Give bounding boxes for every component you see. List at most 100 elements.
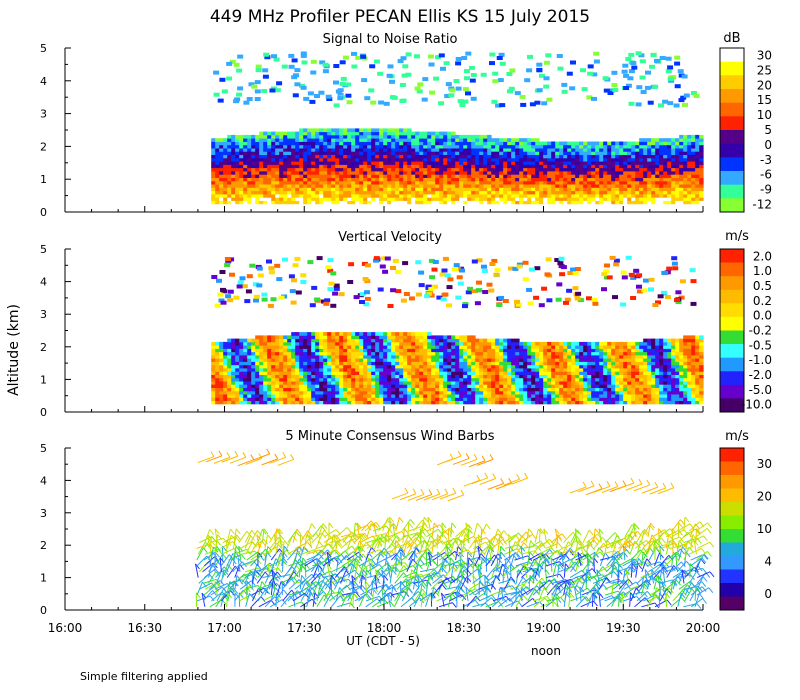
heatmap-cell xyxy=(299,154,304,159)
heatmap-cell xyxy=(495,190,500,195)
heatmap-cell xyxy=(435,335,440,340)
heatmap-cell xyxy=(343,157,348,162)
heatmap-cell xyxy=(467,374,472,379)
heatmap-cell xyxy=(439,371,444,375)
heatmap-cell xyxy=(427,180,432,185)
heatmap-cell xyxy=(219,345,224,349)
heatmap-cell xyxy=(391,200,396,205)
heatmap-cell xyxy=(571,371,576,375)
heatmap-cell xyxy=(403,177,408,182)
heatmap-cell xyxy=(499,341,504,346)
heatmap-cell xyxy=(459,368,464,372)
heatmap-cell xyxy=(219,364,224,369)
heatmap-cell xyxy=(543,190,548,195)
heatmap-cell xyxy=(311,368,316,372)
heatmap-cell xyxy=(503,377,508,382)
heatmap-cell xyxy=(619,164,624,169)
heatmap-cell xyxy=(267,177,272,182)
heatmap-cell xyxy=(527,371,532,375)
heatmap-cell xyxy=(443,171,448,175)
heatmap-cell xyxy=(239,348,244,353)
heatmap-cell xyxy=(363,384,368,388)
heatmap-cell xyxy=(531,381,536,385)
heatmap-cell xyxy=(364,96,371,101)
heatmap-cell xyxy=(311,171,316,175)
heatmap-cell xyxy=(538,73,545,78)
heatmap-cell xyxy=(371,128,376,133)
heatmap-cell xyxy=(523,180,528,185)
heatmap-cell xyxy=(639,184,644,188)
heatmap-cell xyxy=(511,154,516,159)
heatmap-cell xyxy=(243,364,248,369)
heatmap-cell xyxy=(487,361,492,366)
heatmap-cell xyxy=(231,197,236,201)
heatmap-cell xyxy=(539,197,544,201)
heatmap-cell xyxy=(499,148,504,152)
heatmap-cell xyxy=(355,171,360,175)
heatmap-cell xyxy=(235,345,240,349)
heatmap-cell xyxy=(475,194,480,198)
heatmap-cell xyxy=(231,144,236,149)
heatmap-cell xyxy=(659,141,664,146)
heatmap-cell xyxy=(355,397,360,401)
heatmap-cell xyxy=(387,151,392,155)
heatmap-cell xyxy=(283,351,288,356)
heatmap-cell xyxy=(339,194,344,198)
heatmap-cell xyxy=(475,200,480,205)
heatmap-cell xyxy=(579,141,584,146)
heatmap-cell xyxy=(391,351,396,356)
colorbar-swatch xyxy=(720,157,744,172)
heatmap-cell xyxy=(507,148,512,152)
heatmap-cell xyxy=(619,141,624,146)
heatmap-cell xyxy=(395,200,400,205)
heatmap-cell xyxy=(587,148,592,152)
heatmap-cell xyxy=(271,374,276,379)
heatmap-cell xyxy=(483,154,488,159)
heatmap-cell xyxy=(283,381,288,385)
heatmap-cell xyxy=(415,384,420,388)
heatmap-cell xyxy=(461,56,468,60)
heatmap-cell xyxy=(455,194,460,198)
heatmap-cell xyxy=(351,138,356,142)
heatmap-cell xyxy=(291,187,296,192)
heatmap-cell xyxy=(219,381,224,385)
heatmap-cell xyxy=(643,148,648,152)
heatmap-cell xyxy=(291,197,296,201)
heatmap-cell xyxy=(251,154,256,159)
heatmap-cell xyxy=(699,187,704,192)
heatmap-cell xyxy=(539,184,544,188)
heatmap-cell xyxy=(327,157,332,162)
heatmap-cell xyxy=(375,374,380,379)
heatmap-cell xyxy=(223,354,228,359)
heatmap-cell xyxy=(699,134,704,139)
heatmap-cell xyxy=(359,141,364,146)
heatmap-cell xyxy=(447,390,452,395)
heatmap-cell xyxy=(451,390,456,395)
heatmap-cell xyxy=(275,157,280,162)
heatmap-cell xyxy=(435,387,440,392)
heatmap-cell xyxy=(539,377,544,382)
heatmap-cell xyxy=(571,141,576,146)
heatmap-cell xyxy=(619,151,624,155)
heatmap-cell xyxy=(575,374,580,379)
heatmap-cell xyxy=(587,184,592,188)
heatmap-cell xyxy=(607,387,612,392)
heatmap-cell xyxy=(607,364,612,369)
heatmap-cell xyxy=(371,400,376,405)
heatmap-cell xyxy=(555,361,560,366)
heatmap-cell xyxy=(627,76,634,81)
heatmap-cell xyxy=(303,351,308,356)
heatmap-cell xyxy=(403,148,408,152)
heatmap-cell xyxy=(227,351,232,356)
heatmap-cell xyxy=(331,400,336,405)
heatmap-cell xyxy=(519,157,524,162)
heatmap-cell xyxy=(423,384,428,388)
heatmap-cell xyxy=(327,128,332,133)
heatmap-cell xyxy=(267,194,272,198)
heatmap-cell xyxy=(611,177,616,182)
heatmap-cell xyxy=(315,134,320,139)
heatmap-cell xyxy=(439,397,444,401)
heatmap-cell xyxy=(583,351,588,356)
heatmap-cell xyxy=(291,154,296,159)
heatmap-cell xyxy=(555,384,560,388)
